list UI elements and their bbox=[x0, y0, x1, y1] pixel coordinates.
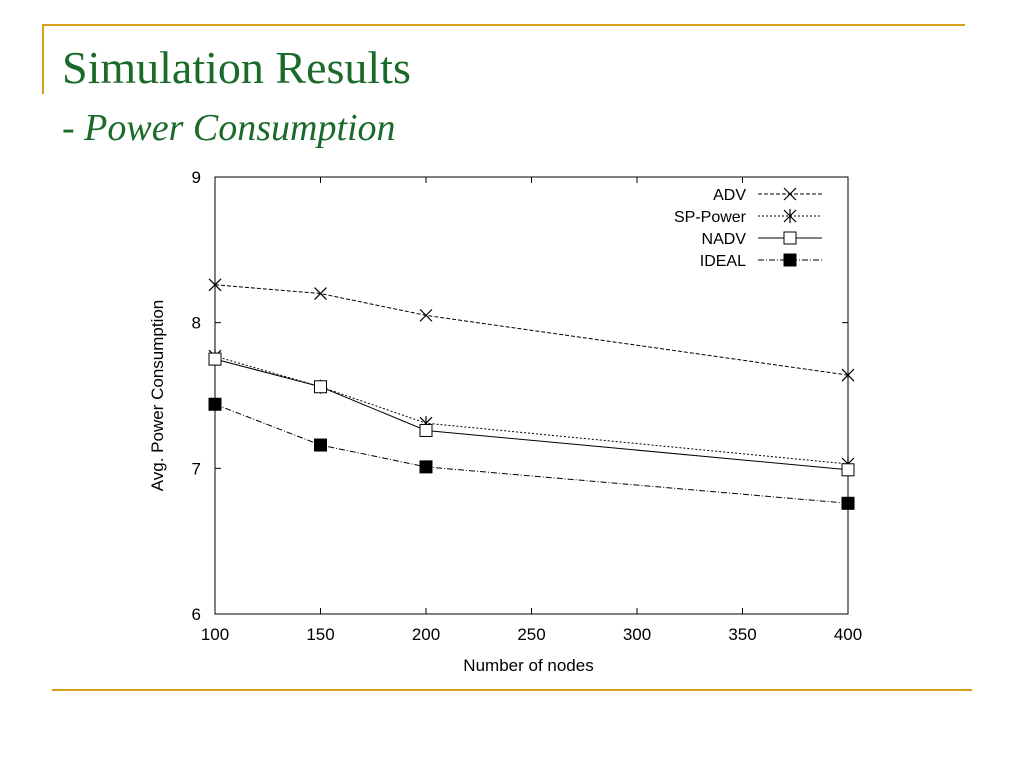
x-tick-label: 400 bbox=[834, 625, 862, 644]
data-point bbox=[841, 463, 855, 477]
y-tick-label: 7 bbox=[192, 459, 201, 478]
data-point bbox=[208, 397, 222, 411]
data-point bbox=[841, 496, 855, 510]
y-tick-label: 8 bbox=[192, 314, 201, 333]
data-point bbox=[208, 278, 222, 292]
data-point bbox=[841, 368, 855, 382]
subtitle-text: Power Consumption bbox=[84, 107, 396, 149]
data-point bbox=[314, 438, 327, 452]
series-line bbox=[214, 284, 849, 376]
x-tick-label: 250 bbox=[517, 625, 545, 644]
x-tick-label: 300 bbox=[623, 625, 651, 644]
slide-title: Simulation Results bbox=[62, 42, 411, 93]
series-ideal bbox=[208, 397, 855, 510]
subtitle-dash: - bbox=[62, 107, 85, 149]
legend-label: SP-Power bbox=[674, 209, 747, 226]
y-tick-label: 6 bbox=[192, 605, 201, 624]
slide-subtitle: - Power Consumption bbox=[62, 104, 396, 152]
series-line bbox=[214, 403, 849, 504]
series-line bbox=[214, 355, 849, 465]
data-point bbox=[314, 380, 327, 394]
plot-frame bbox=[214, 176, 849, 615]
x-tick-label: 350 bbox=[728, 625, 756, 644]
bottom-accent-rule bbox=[52, 689, 972, 691]
series-nadv bbox=[208, 352, 855, 477]
y-tick-label: 9 bbox=[192, 168, 201, 187]
legend: ADV SP-Power NADV IDEAL bbox=[674, 187, 822, 270]
data-point bbox=[783, 187, 797, 201]
data-point bbox=[419, 308, 433, 322]
data-point bbox=[208, 352, 222, 366]
series-adv bbox=[208, 278, 855, 382]
top-accent-rule bbox=[42, 24, 965, 26]
legend-label: ADV bbox=[713, 187, 746, 204]
series-sp-power bbox=[208, 349, 855, 471]
data-point bbox=[419, 460, 433, 474]
y-axis-label: Avg. Power Consumption bbox=[148, 300, 167, 492]
legend-label: IDEAL bbox=[700, 253, 746, 270]
x-axis-label: Number of nodes bbox=[463, 656, 593, 675]
data-point bbox=[314, 287, 327, 300]
legend-label: NADV bbox=[702, 231, 747, 248]
x-tick-label: 100 bbox=[201, 625, 229, 644]
series-line bbox=[214, 358, 849, 471]
x-tick-label: 150 bbox=[306, 625, 334, 644]
data-point bbox=[783, 209, 797, 223]
data-point bbox=[783, 231, 797, 245]
left-accent-bar bbox=[42, 24, 44, 94]
data-point bbox=[419, 423, 433, 437]
x-tick-label: 200 bbox=[412, 625, 440, 644]
data-point bbox=[783, 253, 797, 267]
